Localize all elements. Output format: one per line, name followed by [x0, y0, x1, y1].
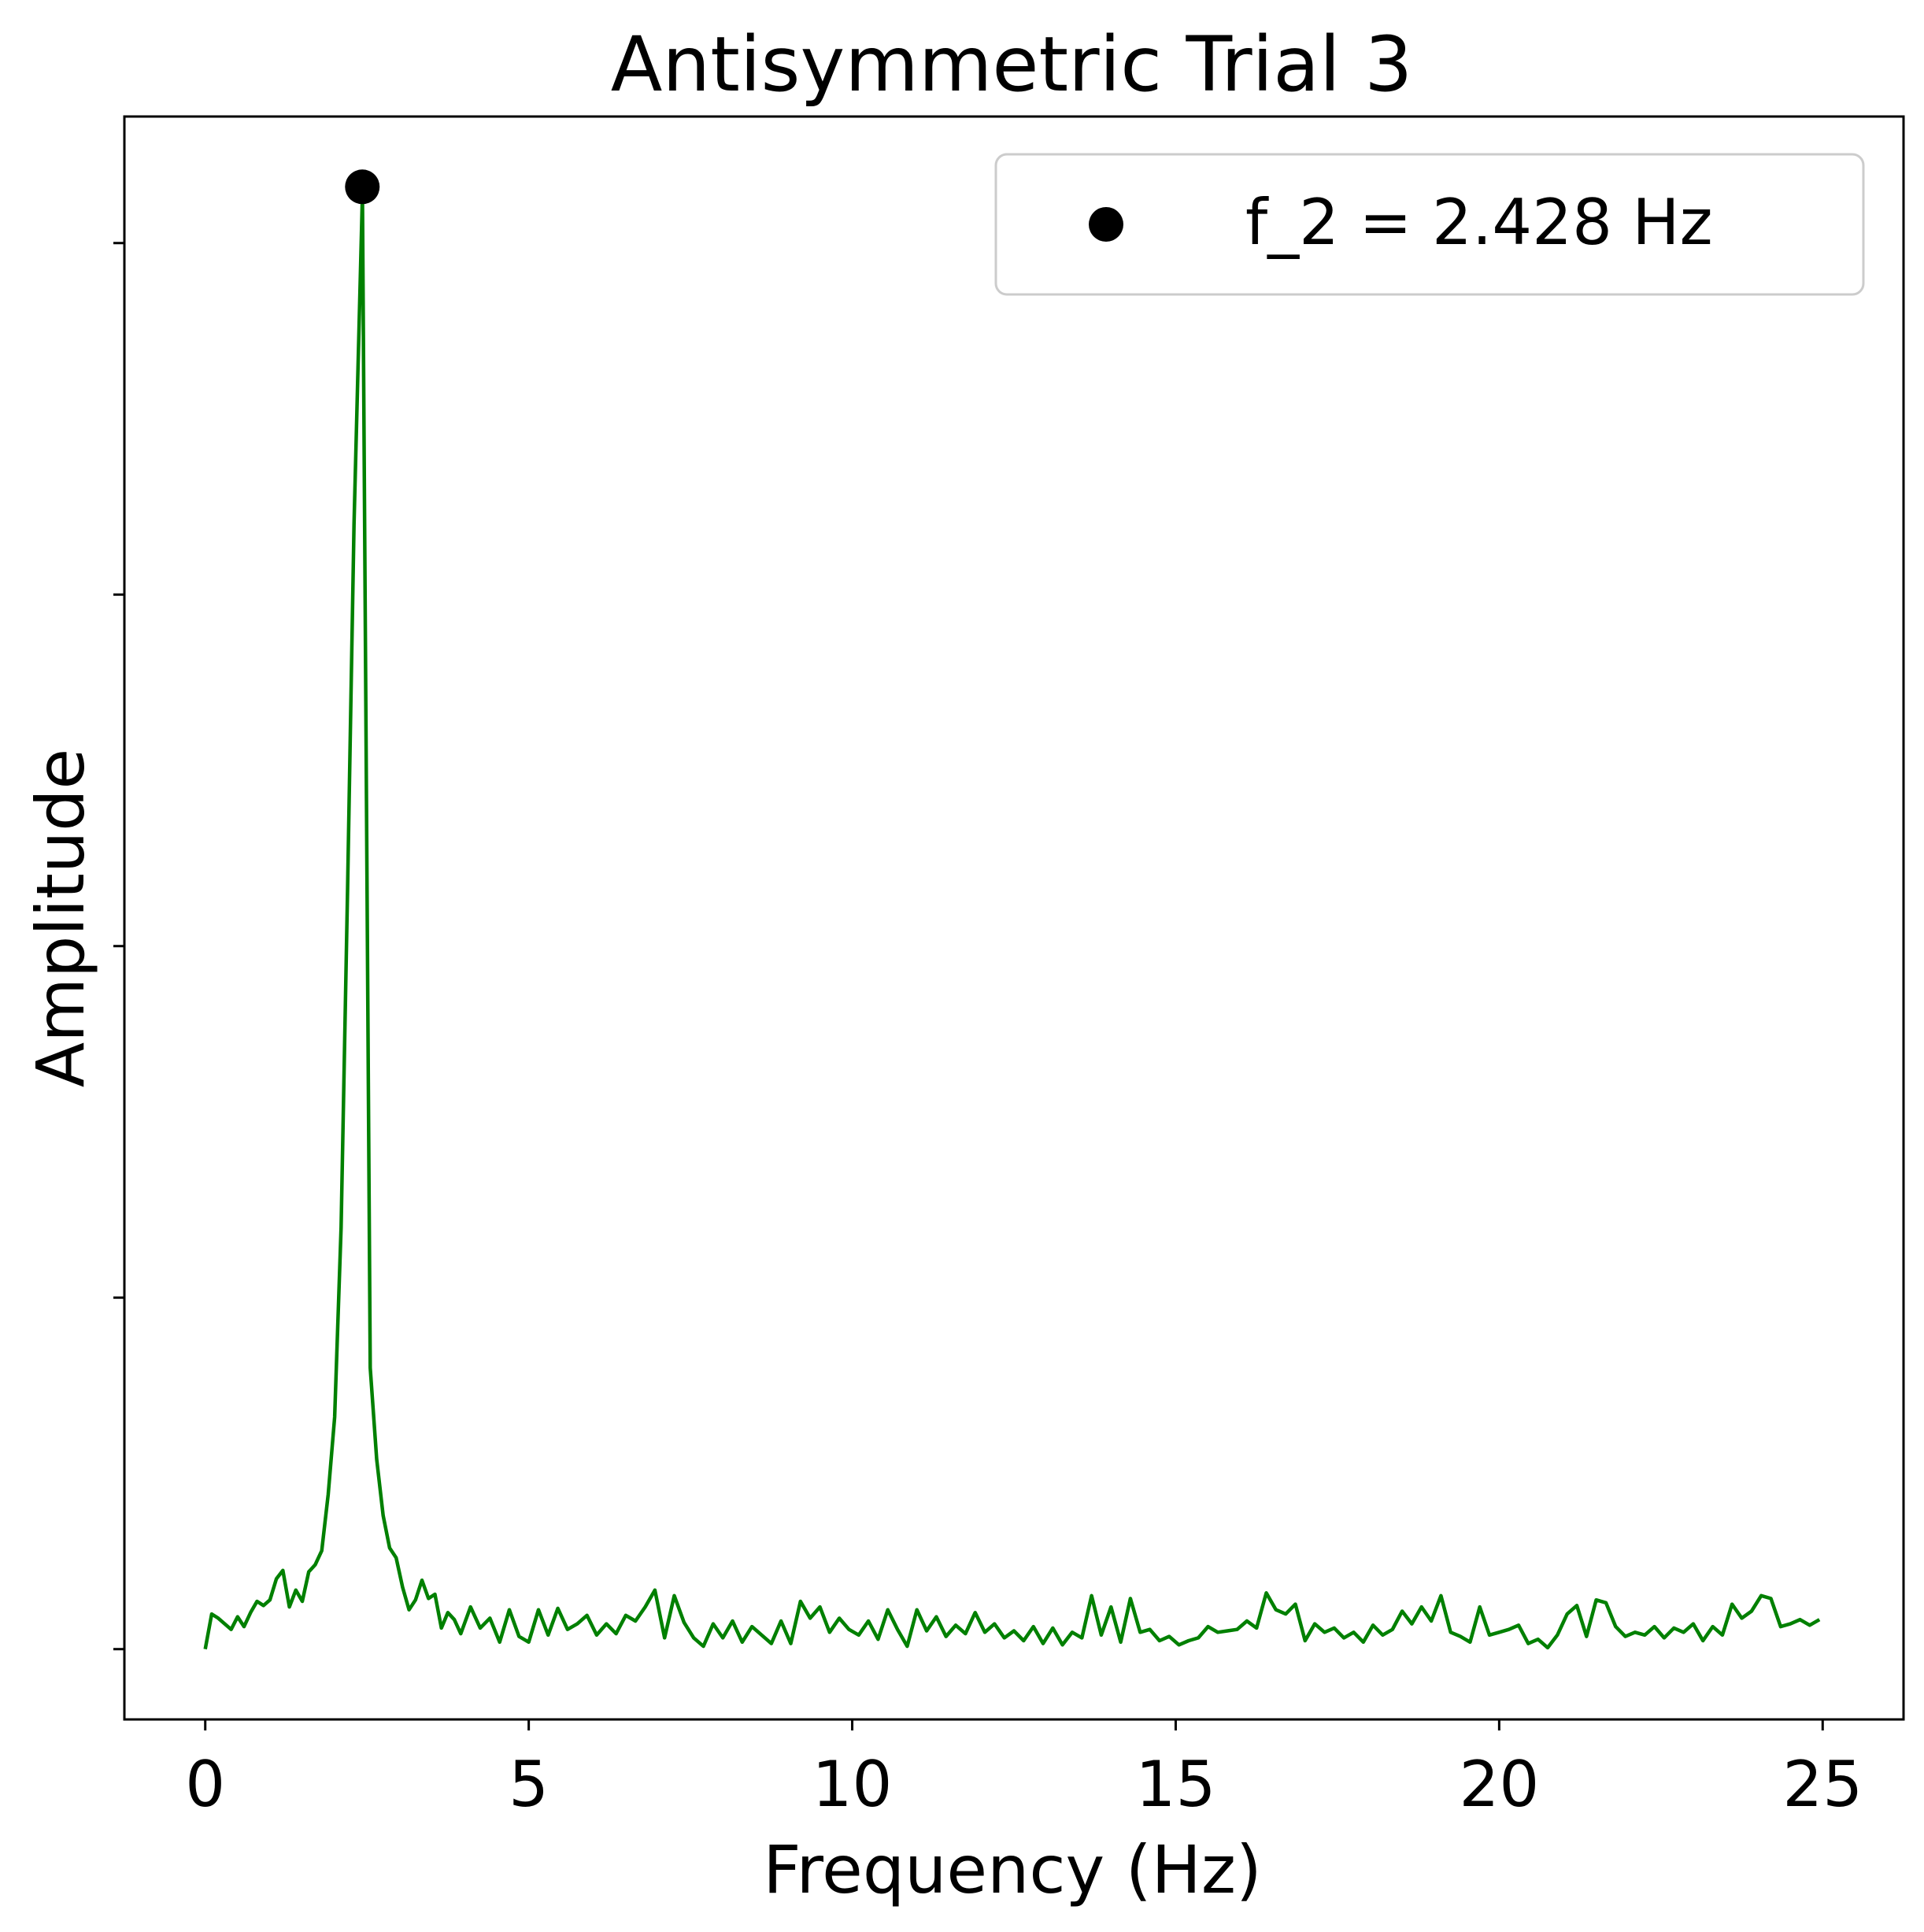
x-axis-label: Frequency (Hz): [763, 1831, 1261, 1908]
legend-box: [994, 153, 1865, 296]
series-line-0: [203, 191, 1821, 1650]
legend-label: f_2 = 2.428 Hz: [1245, 186, 1713, 259]
chart-title: Antisymmetric Trial 3: [611, 20, 1413, 109]
x-axis-ticks: 0 5 10 15 20 25: [185, 1719, 1863, 1821]
marker-layer: [345, 169, 380, 205]
legend: f_2 = 2.428 Hz: [994, 153, 1865, 296]
x-tick-label: 20: [1459, 1748, 1539, 1821]
y-axis-label: Amplitude: [22, 749, 99, 1087]
y-axis-ticks: [113, 242, 124, 1651]
x-tick-label: 5: [509, 1748, 549, 1821]
plot-area: [123, 115, 1905, 1721]
series-layer: [203, 191, 1821, 1650]
x-tick-label: 25: [1782, 1748, 1863, 1821]
legend-marker: [1089, 207, 1123, 242]
x-tick-label: 10: [812, 1748, 893, 1821]
x-tick-label: 15: [1136, 1748, 1216, 1821]
peak-marker: [345, 169, 380, 205]
x-tick-label: 0: [185, 1748, 225, 1821]
